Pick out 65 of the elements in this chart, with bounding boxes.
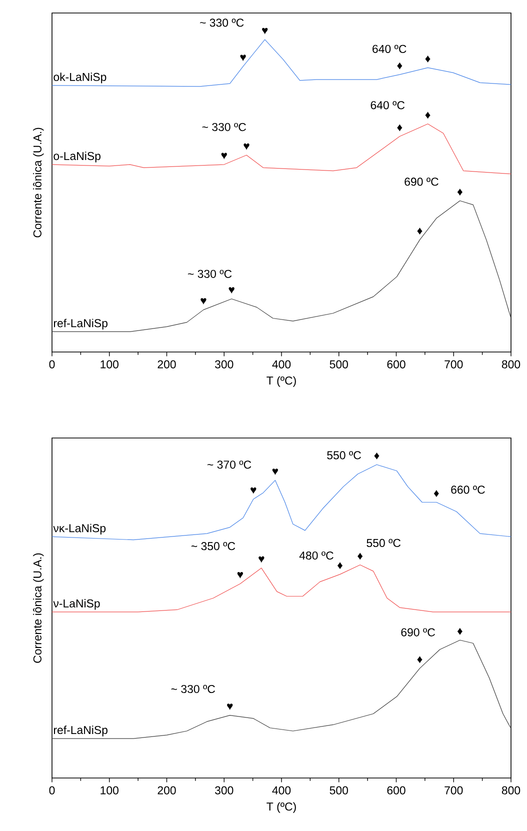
x-tick-label: 400 [272,786,291,794]
x-tick-label: 300 [215,786,234,794]
annotation: ♦ [358,552,363,560]
series-label: νκ-LaNiSp [53,524,106,535]
annotation: ♦ [337,562,343,570]
annotation: ♦ [417,656,422,664]
x-axis-title: T (ºC) [266,802,296,813]
annotation: ♥ [227,704,233,710]
annotation: ♥ [237,572,244,579]
annotation: ♦ [397,62,402,70]
x-tick-label: 100 [100,786,118,794]
annotation: ♥ [250,487,256,494]
annotation: ♦ [374,452,380,460]
x-tick-label: 500 [330,360,348,368]
annotation: ♥ [228,287,234,294]
annotation: ~ 330 ºC [171,684,215,694]
annotation: ~ 330 ºC [202,122,246,132]
x-tick-label: 500 [330,786,348,794]
x-tick-label: 200 [158,360,176,368]
annotation: ♦ [457,628,462,635]
text: 550 ºC [327,451,361,460]
x-axis-title: T (ºC) [266,376,296,387]
annotation: 550 ºC [366,538,401,548]
annotation: ♦ [457,188,462,196]
annotation: ♦ [397,124,402,132]
annotation: ♥ [221,152,227,160]
annotation: ~ 330 ºC [188,270,232,278]
x-tick-label: 600 [387,360,406,368]
x-tick-label: 0 [49,786,55,794]
x-tick-label: 800 [502,360,520,368]
x-tick-label: 300 [215,360,234,368]
annotation: ♥ [244,143,250,150]
annotation: 640 ºC [372,44,406,53]
x-tick-label: 200 [158,786,176,794]
x-tick-label: 700 [444,360,463,368]
annotation: ~ 370 ºC [207,460,252,469]
annotation: ♥ [240,54,246,62]
annotation: 640 ºC [370,101,405,110]
text: ~ 330 ºC [200,18,244,27]
annotation: ♥ [272,468,278,476]
y-axis-title: Corrente iônica (U.A.) [33,553,44,663]
annotation: ♦ [417,228,422,235]
annotation: ~ 350 ºC [191,542,236,550]
x-tick-label: 100 [100,360,118,368]
annotation: ♥ [258,556,264,563]
annotation: ♦ [425,112,430,119]
annotation: 480 ºC [299,551,334,560]
x-tick-label: 0 [49,360,55,368]
x-tick-label: 400 [272,360,291,368]
series-label: οk-LaNiSp [54,72,106,84]
series-label: ref-LaNiSp [54,726,108,736]
x-tick-label: 700 [444,786,463,794]
series-label: ν-LaNiSp [53,599,100,610]
series-label: ο-LaNiSp [54,152,100,162]
annotation: ♥ [200,298,206,305]
annotation: 690 ºC [404,178,438,186]
annotation: 690 ºC [401,628,435,636]
annotation: ♦ [425,55,430,62]
y-axis-title: Corrente iônica (U.A.) [33,128,44,238]
series-label: ref-LaNiSp [54,318,108,330]
x-tick-label: 800 [502,786,520,794]
x-tick-label: 600 [387,786,406,794]
annotation: ♦ [434,490,439,498]
annotation: ♥ [262,28,268,34]
annotation: 660 ºC [451,486,485,494]
